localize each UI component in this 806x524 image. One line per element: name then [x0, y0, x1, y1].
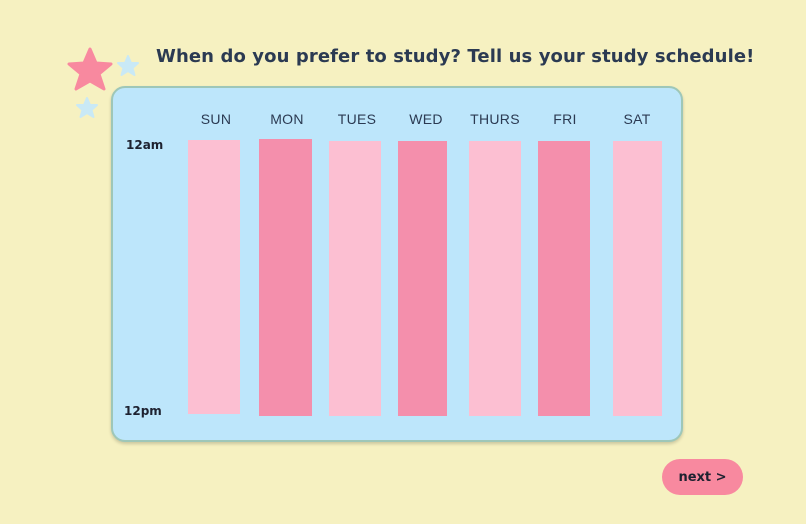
day-header-mon: MON	[270, 111, 304, 127]
page-title: When do you prefer to study? Tell us you…	[156, 46, 755, 67]
next-button[interactable]: next >	[662, 459, 743, 495]
time-label-end: 12pm	[124, 404, 162, 418]
day-column-sat[interactable]	[613, 141, 662, 416]
day-header-sun: SUN	[200, 111, 232, 127]
day-header-sat: SAT	[623, 111, 651, 127]
day-column-tues[interactable]	[329, 141, 381, 416]
day-column-thurs[interactable]	[469, 141, 521, 416]
time-label-start: 12am	[126, 138, 164, 152]
star-icon-large	[67, 47, 113, 91]
day-header-thurs: THURS	[470, 111, 520, 127]
day-column-mon[interactable]	[259, 139, 312, 416]
schedule-panel: SUN MON TUES WED THURS FRI SAT 12am 12pm	[111, 86, 683, 442]
day-header-tues: TUES	[337, 111, 377, 127]
day-column-sun[interactable]	[188, 140, 240, 414]
day-column-wed[interactable]	[398, 141, 447, 416]
day-header-wed: WED	[409, 111, 443, 127]
star-icon-small-bottom	[76, 97, 98, 118]
day-header-fri: FRI	[553, 111, 577, 127]
star-icon-small-right	[117, 55, 139, 76]
day-column-fri[interactable]	[538, 141, 590, 416]
